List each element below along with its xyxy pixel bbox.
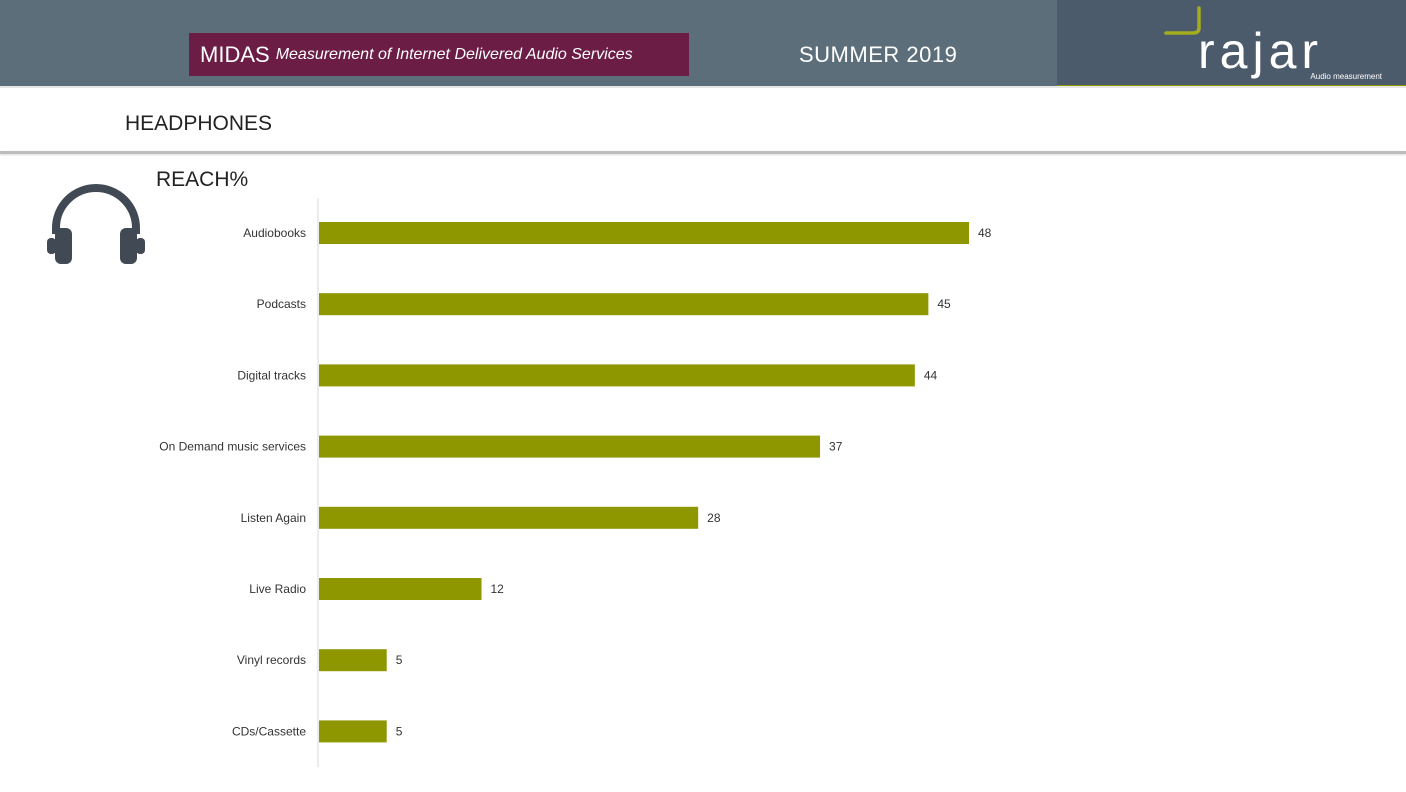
- section-rule: [0, 151, 1406, 154]
- category-label-5: Live Radio: [249, 582, 306, 596]
- category-label-7: CDs/Cassette: [232, 724, 306, 738]
- data-label-4: 28: [707, 511, 721, 525]
- bar-5: [319, 578, 482, 600]
- data-label-5: 12: [491, 582, 505, 596]
- data-label-2: 44: [924, 368, 938, 382]
- data-label-3: 37: [829, 440, 843, 454]
- season-label: SUMMER 2019: [799, 42, 958, 67]
- logo-tagline: Audio measurement: [1310, 72, 1382, 81]
- bar-7: [319, 720, 387, 743]
- category-label-3: On Demand music services: [159, 440, 306, 454]
- bar-6: [319, 649, 387, 672]
- section-title: HEADPHONES: [125, 112, 273, 135]
- bar-4: [319, 506, 699, 529]
- data-label-1: 45: [937, 297, 951, 311]
- header-divider: [0, 86, 1406, 88]
- midas-banner: MIDAS Measurement of Internet Delivered …: [189, 33, 689, 76]
- rajar-logo: rajar Audio measurement: [1164, 6, 1383, 81]
- program-name: MIDAS: [200, 41, 270, 67]
- logo-text: rajar: [1198, 23, 1323, 79]
- data-label-6: 5: [396, 653, 403, 667]
- category-label-0: Audiobooks: [243, 226, 306, 240]
- headphones-icon: [44, 180, 148, 273]
- bar-3: [319, 435, 821, 458]
- logo-panel: rajar Audio measurement: [1057, 0, 1406, 86]
- data-label-0: 48: [978, 226, 992, 240]
- bar-2: [319, 364, 915, 387]
- category-label-4: Listen Again: [241, 511, 306, 525]
- bar-0: [319, 222, 969, 244]
- category-label-1: Podcasts: [257, 297, 306, 311]
- chart-title: REACH%: [156, 168, 249, 191]
- category-label-6: Vinyl records: [237, 653, 306, 667]
- data-label-7: 5: [396, 724, 403, 738]
- program-subtitle: Measurement of Internet Delivered Audio …: [275, 45, 633, 63]
- bar-1: [319, 293, 929, 316]
- logo-mark-icon: [1164, 6, 1201, 35]
- category-label-2: Digital tracks: [237, 368, 306, 382]
